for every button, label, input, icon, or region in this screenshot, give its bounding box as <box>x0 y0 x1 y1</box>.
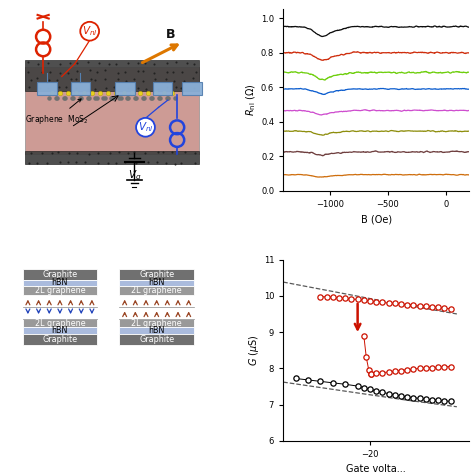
Text: hBN: hBN <box>52 326 68 335</box>
FancyBboxPatch shape <box>119 319 194 328</box>
Polygon shape <box>25 60 200 91</box>
FancyBboxPatch shape <box>23 334 97 345</box>
Text: B: B <box>166 28 175 42</box>
Text: $V_{nl}$: $V_{nl}$ <box>82 24 98 38</box>
FancyBboxPatch shape <box>37 82 56 95</box>
FancyBboxPatch shape <box>23 328 97 334</box>
FancyBboxPatch shape <box>115 82 135 95</box>
Text: hBN: hBN <box>148 326 165 335</box>
Text: 2L graphene: 2L graphene <box>131 319 182 328</box>
FancyBboxPatch shape <box>119 280 194 286</box>
FancyBboxPatch shape <box>23 269 97 280</box>
Polygon shape <box>25 67 200 155</box>
Polygon shape <box>25 151 200 164</box>
FancyBboxPatch shape <box>119 328 194 334</box>
FancyBboxPatch shape <box>119 334 194 345</box>
Y-axis label: $G$ ($\mu$S): $G$ ($\mu$S) <box>247 334 261 366</box>
FancyBboxPatch shape <box>71 82 90 95</box>
FancyBboxPatch shape <box>153 82 172 95</box>
Text: Graphite: Graphite <box>139 270 174 279</box>
FancyBboxPatch shape <box>23 286 97 295</box>
Text: Graphite: Graphite <box>42 270 77 279</box>
Y-axis label: $R_{\rm nl}$ ($\Omega$): $R_{\rm nl}$ ($\Omega$) <box>245 84 258 117</box>
Text: Graphite: Graphite <box>42 335 77 344</box>
FancyBboxPatch shape <box>23 280 97 286</box>
Text: Graphite: Graphite <box>139 335 174 344</box>
Text: 2L graphene: 2L graphene <box>35 319 85 328</box>
Text: $V_g$: $V_g$ <box>128 168 141 182</box>
FancyBboxPatch shape <box>119 286 194 295</box>
Text: hBN: hBN <box>148 278 165 287</box>
X-axis label: Gate volta...: Gate volta... <box>346 465 406 474</box>
Text: hBN: hBN <box>52 278 68 287</box>
Text: 2L graphene: 2L graphene <box>35 286 85 295</box>
Text: Graphene  MoS$_2$: Graphene MoS$_2$ <box>25 99 88 126</box>
X-axis label: B (Oe): B (Oe) <box>361 214 392 224</box>
FancyBboxPatch shape <box>23 319 97 328</box>
Text: 2L graphene: 2L graphene <box>131 286 182 295</box>
FancyBboxPatch shape <box>119 269 194 280</box>
FancyBboxPatch shape <box>182 82 201 95</box>
Text: $V_{nl}$: $V_{nl}$ <box>137 120 153 134</box>
